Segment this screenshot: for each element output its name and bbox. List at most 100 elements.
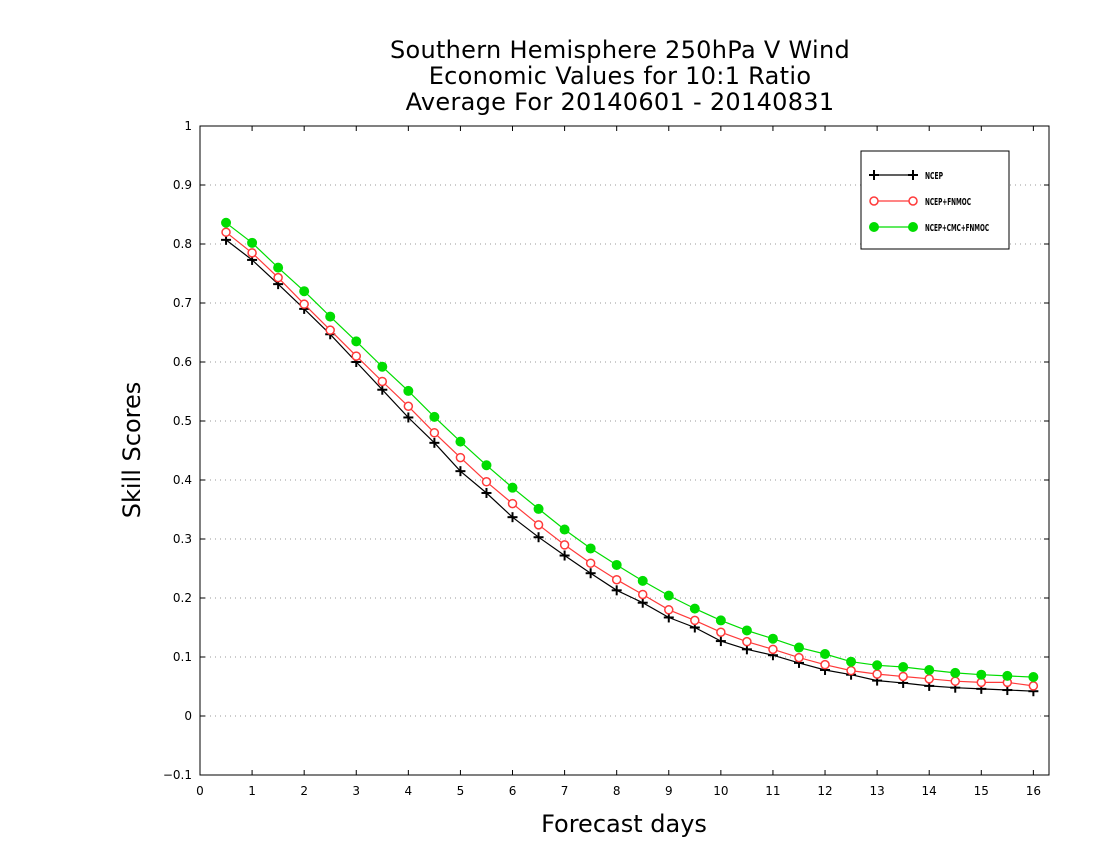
data-point [820, 649, 831, 660]
data-point [533, 520, 544, 530]
x-tick-label: 1 [248, 784, 256, 798]
data-point [533, 532, 544, 543]
y-tick-label: 0.1 [173, 650, 192, 664]
legend-marker [869, 196, 879, 206]
data-point [663, 590, 674, 601]
x-tick-label: 6 [509, 784, 517, 798]
data-point [429, 437, 440, 448]
x-tick-label: 4 [405, 784, 413, 798]
x-tick-label: 5 [457, 784, 465, 798]
data-point [1028, 681, 1039, 691]
data-point [741, 625, 752, 636]
series-0 [221, 234, 1039, 697]
chart-title-line-2: Economic Values for 10:1 Ratio [428, 62, 812, 90]
data-point [742, 636, 752, 647]
data-point [221, 227, 231, 237]
data-point [533, 503, 544, 514]
data-point [664, 605, 674, 615]
y-tick-label: 0.9 [173, 178, 192, 192]
data-point [273, 262, 284, 273]
x-tick-label: 12 [817, 784, 832, 798]
data-point [507, 482, 518, 493]
data-point [481, 477, 492, 487]
data-point [820, 659, 830, 670]
data-point [715, 636, 726, 647]
data-point [950, 667, 961, 678]
legend-marker [908, 222, 918, 232]
x-tick-label: 13 [869, 784, 884, 798]
data-point [898, 662, 909, 673]
x-tick-label: 3 [352, 784, 360, 798]
y-tick-label: 0.5 [173, 414, 192, 428]
data-point [924, 664, 935, 675]
data-point [872, 660, 883, 671]
y-tick-label: 0.3 [173, 532, 192, 546]
legend-marker [908, 170, 918, 180]
y-tick-label: 0 [184, 709, 192, 723]
x-tick-label: 2 [300, 784, 308, 798]
data-point [559, 524, 570, 535]
data-point [924, 674, 934, 684]
data-point [637, 575, 648, 586]
data-point [299, 299, 309, 309]
legend-marker [869, 170, 879, 180]
data-point [793, 642, 804, 653]
x-tick-label: 14 [922, 784, 937, 798]
data-point [481, 487, 492, 498]
y-tick-label: 0.2 [173, 591, 192, 605]
x-tick-label: 16 [1026, 784, 1041, 798]
data-point [325, 325, 335, 335]
x-tick-label: 10 [713, 784, 728, 798]
y-tick-label: 0.7 [173, 296, 192, 310]
legend-label: NCEP+CMC+FNMOC [925, 223, 989, 234]
data-point [403, 412, 414, 423]
data-point [299, 286, 310, 297]
data-point [690, 615, 700, 626]
data-point [507, 512, 518, 523]
y-tick-label: 0.6 [173, 355, 192, 369]
data-point [898, 671, 908, 682]
grid-layer [200, 184, 1049, 717]
data-point [247, 237, 258, 248]
data-point [585, 568, 596, 579]
data-point [507, 498, 518, 509]
chart-title-line-3: Average For 20140601 - 20140831 [405, 88, 835, 116]
data-point [247, 248, 257, 258]
series-line [225, 222, 1034, 678]
plot-frame [199, 125, 1050, 776]
data-point [481, 460, 492, 471]
data-point [377, 361, 388, 372]
data-point [559, 540, 570, 550]
data-point [846, 656, 857, 667]
data-point [429, 411, 440, 422]
data-point [455, 466, 466, 477]
data-point [611, 574, 622, 585]
x-tick-label: 8 [613, 784, 621, 798]
data-point [351, 336, 362, 347]
tick-layer: −0.100.10.20.30.40.50.60.70.80.910 1 2 3 4 5 6… [163, 119, 1049, 798]
data-point [768, 644, 778, 655]
data-point [429, 428, 440, 438]
x-tick-label: 7 [561, 784, 569, 798]
legend-marker [908, 196, 918, 206]
data-point [403, 401, 414, 411]
data-point [716, 627, 726, 637]
data-point [585, 543, 596, 554]
data-point [767, 633, 778, 644]
x-axis-label: Forecast days [541, 810, 707, 838]
y-tick-label: 0.4 [173, 473, 192, 487]
data-point [377, 384, 388, 395]
x-tick-label: 11 [765, 784, 780, 798]
data-point [637, 589, 648, 600]
data-point [1002, 670, 1013, 681]
data-point [846, 665, 856, 676]
data-point [976, 669, 987, 680]
series-1 [221, 227, 1039, 691]
series-line [225, 239, 1034, 692]
data-point [273, 272, 283, 283]
legend-box [860, 150, 1010, 250]
data-point [403, 385, 414, 396]
series-layer [221, 217, 1039, 697]
series-line [225, 231, 1034, 687]
